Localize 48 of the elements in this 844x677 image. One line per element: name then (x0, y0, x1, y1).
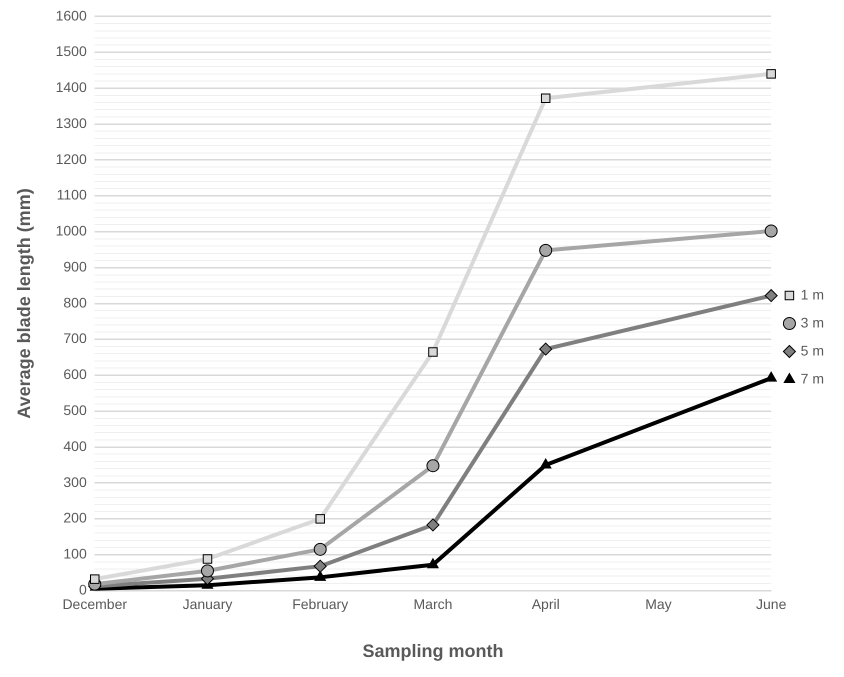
y-tick-label: 600 (63, 366, 87, 382)
x-tick-label: December (62, 596, 128, 612)
point (539, 342, 552, 356)
point (426, 518, 440, 532)
y-axis-title: Average blade length (mm) (14, 188, 34, 419)
y-tick-label: 700 (63, 330, 87, 346)
y-tick-label: 300 (63, 474, 87, 490)
point (200, 564, 214, 578)
point (90, 574, 100, 584)
point (764, 289, 778, 302)
y-tick-label: 800 (63, 294, 87, 310)
y-tick-label: 1000 (56, 222, 87, 239)
point (539, 244, 552, 257)
y-tick-label: 1400 (56, 79, 87, 96)
point (315, 514, 325, 524)
point (766, 69, 776, 79)
y-tick-label: 1500 (56, 43, 87, 60)
x-tick-label: April (532, 596, 560, 612)
point (428, 347, 438, 357)
y-tick-label: 1200 (56, 150, 87, 167)
x-tick-label: June (756, 596, 787, 612)
x-axis-title: Sampling month (362, 641, 504, 662)
point (202, 554, 212, 564)
legend-label: 3 m (800, 314, 824, 330)
y-tick-label: 400 (63, 438, 87, 454)
point (426, 459, 440, 472)
legend-label: 1 m (800, 286, 824, 302)
y-tick-label: 100 (63, 546, 87, 562)
point (314, 570, 326, 581)
point (314, 542, 327, 556)
y-tick-label: 1100 (56, 186, 87, 203)
point (540, 458, 552, 468)
point (314, 560, 327, 573)
y-tick-label: 1600 (56, 7, 87, 24)
y-tick-label: 900 (63, 258, 87, 274)
x-tick-label: January (182, 596, 232, 612)
point (540, 93, 550, 103)
y-tick-label: 200 (63, 510, 87, 526)
legend-label: 5 m (800, 342, 824, 358)
point (764, 224, 778, 238)
x-tick-label: March (414, 596, 452, 612)
y-tick-label: 0 (78, 581, 87, 598)
point (427, 558, 439, 568)
x-tick-label: May (645, 596, 672, 612)
x-tick-label: February (292, 596, 348, 612)
y-tick-label: 500 (63, 402, 87, 418)
legend-label: 7 m (800, 370, 824, 386)
y-tick-label: 1300 (56, 114, 87, 131)
